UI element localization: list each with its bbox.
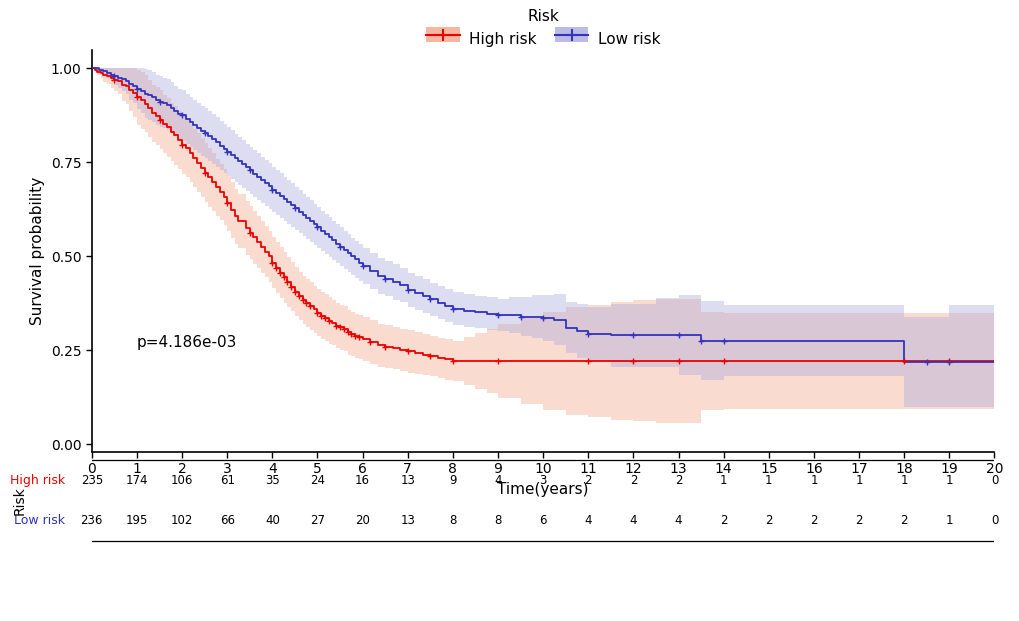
- X-axis label: Time(years): Time(years): [497, 597, 588, 612]
- Text: 16: 16: [355, 474, 370, 487]
- Text: 35: 35: [265, 474, 279, 487]
- Text: 4: 4: [629, 514, 637, 527]
- Text: 24: 24: [310, 474, 325, 487]
- Text: Risk: Risk: [12, 486, 26, 515]
- Text: 0: 0: [989, 514, 998, 527]
- Text: 0: 0: [989, 474, 998, 487]
- Text: 2: 2: [719, 514, 727, 527]
- Text: 40: 40: [265, 514, 279, 527]
- Text: 1: 1: [855, 474, 862, 487]
- Text: 1: 1: [945, 514, 952, 527]
- Text: 8: 8: [494, 514, 501, 527]
- Text: 13: 13: [399, 474, 415, 487]
- Text: p=4.186e-03: p=4.186e-03: [137, 335, 237, 350]
- Text: Low risk: Low risk: [13, 514, 64, 527]
- Text: 236: 236: [81, 514, 103, 527]
- Text: 2: 2: [675, 474, 682, 487]
- Text: 106: 106: [171, 474, 193, 487]
- Text: 6: 6: [539, 514, 546, 527]
- Text: 174: 174: [125, 474, 148, 487]
- Text: 102: 102: [171, 514, 193, 527]
- Text: 2: 2: [584, 474, 591, 487]
- Text: 20: 20: [355, 514, 370, 527]
- Text: 2: 2: [764, 514, 771, 527]
- Text: 1: 1: [809, 474, 817, 487]
- Text: 1: 1: [900, 474, 907, 487]
- Text: 2: 2: [629, 474, 637, 487]
- Text: 9: 9: [448, 474, 457, 487]
- Text: 13: 13: [399, 514, 415, 527]
- Text: 4: 4: [675, 514, 682, 527]
- Text: 195: 195: [125, 514, 148, 527]
- Text: 4: 4: [494, 474, 501, 487]
- Text: 1: 1: [719, 474, 727, 487]
- Text: 61: 61: [219, 474, 234, 487]
- Text: 2: 2: [900, 514, 907, 527]
- Text: 3: 3: [539, 474, 546, 487]
- Text: 235: 235: [81, 474, 103, 487]
- Text: High risk: High risk: [9, 474, 64, 487]
- Text: 8: 8: [448, 514, 457, 527]
- Text: 66: 66: [219, 514, 234, 527]
- Text: 27: 27: [310, 514, 325, 527]
- X-axis label: Time(years): Time(years): [497, 482, 588, 497]
- Legend: High risk, Low risk: High risk, Low risk: [426, 9, 659, 47]
- Text: 2: 2: [809, 514, 817, 527]
- Text: 1: 1: [945, 474, 952, 487]
- Y-axis label: Survival probability: Survival probability: [30, 176, 45, 325]
- Text: 1: 1: [764, 474, 771, 487]
- Text: 2: 2: [855, 514, 862, 527]
- Text: 4: 4: [584, 514, 591, 527]
